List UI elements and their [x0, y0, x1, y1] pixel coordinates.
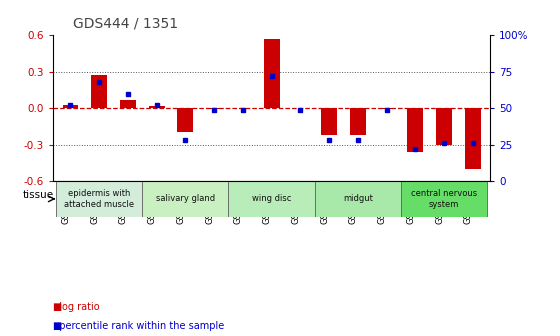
Text: GSM4515: GSM4515 [176, 183, 185, 223]
Bar [63, 104, 78, 108]
Bar [436, 108, 452, 144]
Bar [401, 181, 487, 217]
Bar [257, 181, 286, 217]
Text: log ratio: log ratio [53, 302, 100, 312]
Bar [91, 75, 107, 108]
Text: GSM4559: GSM4559 [407, 183, 416, 223]
Bar [430, 181, 459, 217]
Text: midgut: midgut [343, 195, 373, 203]
Text: tissue: tissue [22, 190, 54, 200]
Bar [200, 181, 228, 217]
Bar [264, 39, 279, 108]
Bar [56, 181, 142, 217]
Text: GSM4568: GSM4568 [464, 183, 473, 224]
Text: central nervous
system: central nervous system [411, 189, 477, 209]
Text: epidermis with
attached muscle: epidermis with attached muscle [64, 189, 134, 209]
Bar [343, 181, 372, 217]
Bar [407, 108, 423, 152]
Bar [315, 181, 401, 217]
Bar [142, 181, 171, 217]
Text: GSM4534: GSM4534 [291, 183, 300, 224]
Bar [142, 181, 228, 217]
Text: ■: ■ [52, 321, 62, 331]
Text: salivary gland: salivary gland [156, 195, 215, 203]
Bar [114, 181, 142, 217]
Text: GSM4490: GSM4490 [62, 183, 71, 223]
Text: GSM4491: GSM4491 [90, 183, 99, 223]
Bar [286, 181, 315, 217]
Bar [379, 108, 394, 110]
Bar [372, 181, 401, 217]
Bar [315, 181, 343, 217]
Bar [56, 181, 85, 217]
Bar [178, 108, 193, 132]
Bar [321, 108, 337, 135]
Text: GSM4508: GSM4508 [148, 183, 157, 224]
Text: GSM4541: GSM4541 [320, 183, 329, 223]
Bar [459, 181, 487, 217]
Bar [401, 181, 430, 217]
Bar [228, 181, 257, 217]
Text: GSM4492: GSM4492 [119, 183, 128, 223]
Text: GSM4564: GSM4564 [435, 183, 444, 224]
Bar [149, 106, 165, 108]
Text: wing disc: wing disc [252, 195, 291, 203]
Text: GSM4552: GSM4552 [377, 183, 386, 223]
Text: GSM4524: GSM4524 [234, 183, 243, 223]
Bar [206, 108, 222, 110]
Bar [465, 108, 480, 169]
Bar [228, 181, 315, 217]
Text: percentile rank within the sample: percentile rank within the sample [53, 321, 225, 331]
Text: GDS444 / 1351: GDS444 / 1351 [73, 16, 178, 30]
Bar [171, 181, 200, 217]
Text: GSM4520: GSM4520 [205, 183, 214, 223]
Bar [350, 108, 366, 135]
Text: GSM4547: GSM4547 [349, 183, 358, 224]
Text: ■: ■ [52, 302, 62, 312]
Bar [85, 181, 114, 217]
Bar [120, 100, 136, 108]
Text: GSM4530: GSM4530 [263, 183, 272, 224]
